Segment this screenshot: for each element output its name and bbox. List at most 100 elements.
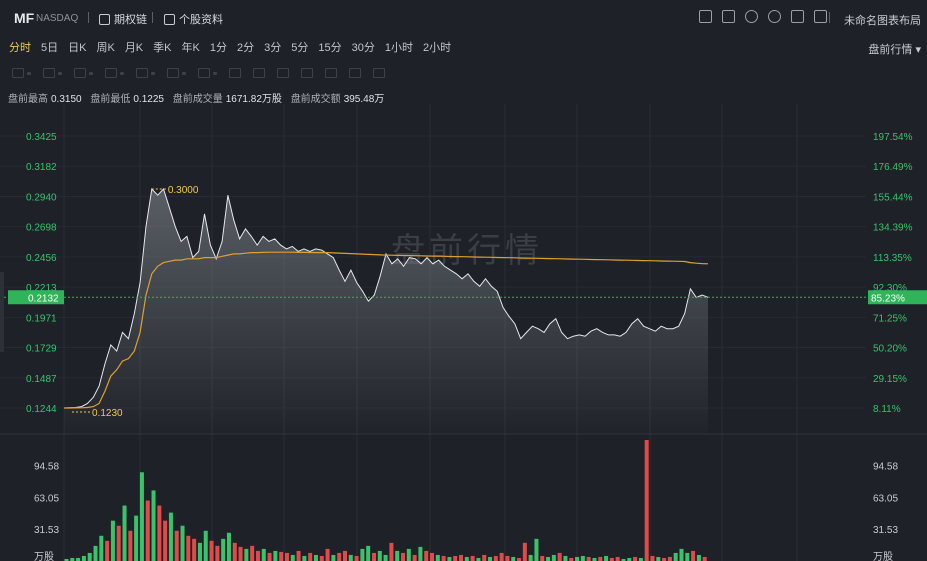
edit-icon[interactable] (722, 10, 735, 23)
chevron-down-icon[interactable] (89, 71, 93, 75)
chevron-down-icon[interactable] (27, 71, 31, 75)
volume-bar (685, 552, 690, 561)
period-tab[interactable]: 5日 (41, 42, 59, 54)
period-tab[interactable]: 3分 (264, 42, 282, 54)
premarket-menu[interactable]: 盘前行情 ▾ (868, 44, 921, 56)
volume-bar (238, 546, 243, 561)
volume-bar (650, 555, 655, 561)
price-tick-label: 0.1487 (26, 374, 57, 385)
volume-bar (110, 520, 115, 561)
volume-bar (546, 556, 551, 561)
chevron-down-icon[interactable] (58, 71, 62, 75)
percent-tick-label: 197.54% (873, 132, 913, 143)
period-tab[interactable]: 30分 (351, 42, 375, 54)
period-tab[interactable]: 月K (124, 42, 144, 54)
volume-bar (319, 555, 324, 561)
volume-bar (186, 535, 191, 561)
period-tab[interactable]: 分时 (9, 42, 31, 54)
divider (152, 12, 153, 23)
volume-bar (221, 538, 226, 561)
volume-bar (93, 545, 98, 561)
chevron-down-icon[interactable] (182, 71, 186, 75)
text-tool-icon[interactable] (167, 68, 179, 78)
volume-bar (638, 557, 643, 561)
volume-bar (563, 555, 568, 561)
options-chain-link[interactable]: 期权链 (99, 11, 147, 27)
volume-bar (116, 525, 121, 561)
period-tab[interactable]: 1分 (209, 42, 227, 54)
pattern-tool-icon[interactable] (74, 68, 86, 78)
volume-bar (604, 555, 609, 561)
volume-bar (575, 556, 580, 561)
period-tab[interactable]: 2分 (236, 42, 255, 54)
layout-selector[interactable]: 未命名图表布局 (844, 15, 921, 27)
volume-bar (517, 557, 522, 561)
percent-tick-label: 71.25% (873, 313, 907, 324)
trash-icon[interactable] (373, 68, 385, 78)
volume-tick-label: 94.58 (34, 462, 59, 473)
period-tab[interactable]: 年K (181, 42, 200, 54)
measure-tool-icon[interactable] (198, 68, 210, 78)
refresh-icon[interactable] (745, 10, 758, 23)
period-tab[interactable]: 1小时 (384, 42, 413, 54)
volume-bar (528, 554, 533, 561)
volume-bar (401, 552, 406, 561)
chevron-down-icon[interactable] (213, 71, 217, 75)
volume-bar (139, 472, 144, 561)
volume-bar (273, 550, 278, 561)
volume-tick-label: 万股 (34, 551, 54, 561)
percent-tick-label: 176.49% (873, 162, 913, 173)
drawing-toolbar (0, 62, 927, 84)
layers-icon[interactable] (349, 68, 361, 78)
high-value: 0.3150 (51, 94, 82, 105)
fullscreen-icon[interactable] (791, 10, 804, 23)
volume-bar (163, 520, 168, 561)
rect-tool-icon[interactable] (43, 68, 55, 78)
volume-bar (493, 555, 498, 561)
period-tab[interactable]: 周K (96, 42, 115, 54)
volume-tick-label-right: 63.05 (873, 493, 898, 504)
price-tick-label: 0.2698 (26, 223, 57, 234)
period-tab[interactable]: 季K (153, 42, 172, 54)
settings-icon[interactable] (768, 10, 781, 23)
volume-bar (453, 555, 458, 561)
volume-bar (627, 557, 632, 561)
volume-bar (644, 440, 649, 561)
period-tab[interactable]: 15分 (318, 42, 342, 54)
brush-tool-icon[interactable] (105, 68, 117, 78)
chart-monitor-icon[interactable] (699, 10, 712, 23)
period-tab[interactable]: 5分 (291, 42, 309, 54)
magnet-snap-icon[interactable] (325, 68, 337, 78)
volume-bar (470, 555, 475, 561)
price-chart[interactable]: 0.3425 197.54% 0.3182 176.49% 0.2940 155.44% 0… (0, 104, 927, 561)
chevron-down-icon[interactable] (151, 71, 155, 75)
volume-label: 盘前成交量 (172, 94, 223, 105)
volume-bar (308, 552, 313, 561)
volume-bar (313, 554, 318, 561)
cursor-tool-icon[interactable] (136, 68, 148, 78)
low-value: 0.1225 (133, 94, 164, 105)
price-tick-label: 0.1971 (26, 313, 57, 324)
percent-tick-label: 92.30% (873, 283, 907, 294)
percent-tick-label: 29.15% (873, 374, 907, 385)
indicator-tool-icon[interactable] (229, 68, 241, 78)
magnet-icon[interactable] (253, 68, 265, 78)
lock-icon[interactable] (277, 68, 289, 78)
eye-icon[interactable] (301, 68, 313, 78)
period-tab[interactable]: 2小时 (422, 42, 452, 54)
line-tool-icon[interactable] (12, 68, 24, 78)
price-tick-label: 0.2213 (26, 283, 57, 294)
volume-bar (696, 554, 701, 561)
side-panel-handle[interactable] (0, 272, 4, 352)
price-tick-label: 0.1244 (26, 404, 57, 415)
volume-tick-label-right: 31.53 (873, 525, 898, 536)
volume-bar (267, 552, 272, 561)
period-tab[interactable]: 日K (68, 42, 87, 54)
volume-bar (586, 556, 591, 561)
grid-layout-icon[interactable] (814, 10, 827, 23)
volume-bar (145, 500, 150, 561)
stock-profile-link[interactable]: 个股资料 (164, 11, 223, 27)
current-percent-label: 85.23% (871, 293, 905, 304)
volume-bar (64, 558, 69, 561)
chevron-down-icon[interactable] (120, 71, 124, 75)
